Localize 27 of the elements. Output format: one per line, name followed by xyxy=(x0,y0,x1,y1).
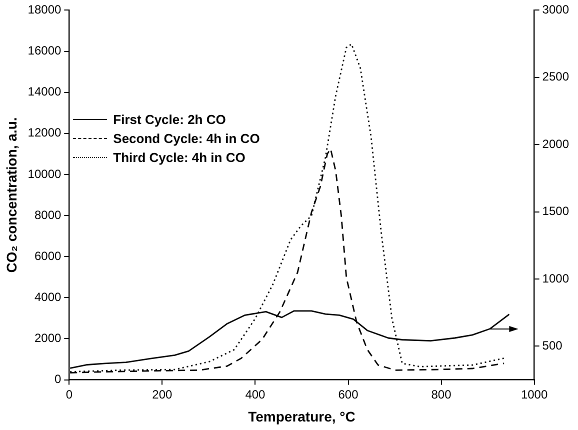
y-tick-label: 8000 xyxy=(34,208,62,222)
y2-tick-label: 1500 xyxy=(542,204,570,218)
x-tick-label: 400 xyxy=(245,387,266,402)
y2-tick-label: 3000 xyxy=(542,2,570,17)
x-tick-label: 200 xyxy=(152,387,173,402)
y2-tick-label: 2000 xyxy=(542,136,570,151)
x-axis-title: Temperature, °C xyxy=(248,408,356,424)
y2-tick-label: 2500 xyxy=(542,70,570,84)
y-tick-label: 18000 xyxy=(28,2,62,17)
y-axis-title: CO₂ concentration, a.u. xyxy=(3,117,20,273)
x-tick-label: 800 xyxy=(431,387,452,402)
legend-label: Third Cycle: 4h in CO xyxy=(113,150,246,165)
x-tick-label: 0 xyxy=(66,387,73,402)
y-tick-label: 6000 xyxy=(34,248,62,263)
x-tick-label: 600 xyxy=(338,387,359,402)
legend-label: Second Cycle: 4h in CO xyxy=(113,130,260,146)
legend-label: First Cycle: 2h CO xyxy=(113,112,226,127)
y-tick-label: 12000 xyxy=(28,126,62,140)
y2-tick-label: 500 xyxy=(542,338,563,353)
y-tick-label: 14000 xyxy=(28,84,62,99)
y2-tick-label: 1000 xyxy=(542,271,570,286)
y-tick-label: 4000 xyxy=(34,290,62,304)
y-tick-label: 10000 xyxy=(28,166,62,181)
x-tick-label: 1000 xyxy=(520,387,548,402)
y-tick-label: 0 xyxy=(54,372,62,386)
y-tick-label: 16000 xyxy=(28,44,62,58)
y-tick-label: 2000 xyxy=(34,331,62,346)
